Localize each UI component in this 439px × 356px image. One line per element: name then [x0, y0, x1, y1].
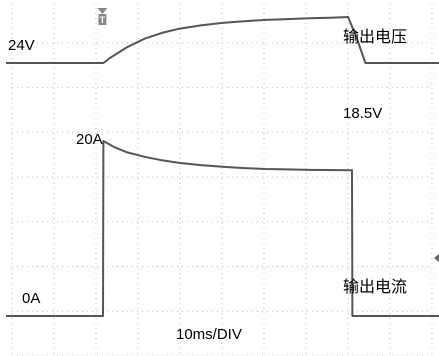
current-zero-label: 0A — [22, 290, 40, 307]
current-series-label: 输出电流 — [343, 278, 407, 296]
voltage-low-label: 18.5V — [343, 105, 382, 122]
voltage-trace — [6, 16, 439, 64]
trigger-arrow-icon — [97, 8, 108, 14]
trigger-marker-box — [98, 14, 107, 25]
grid — [11, 0, 433, 356]
current-peak-label: 20A — [76, 131, 103, 148]
traces — [6, 16, 439, 317]
voltage-series-label: 输出电压 — [343, 28, 407, 46]
level-pointer-icon — [434, 254, 439, 262]
markers: T — [97, 8, 439, 262]
voltage-high-label: 24V — [8, 37, 35, 54]
trigger-marker-label: T — [100, 15, 106, 25]
timebase-label: 10ms/DIV — [176, 326, 242, 343]
current-trace — [6, 140, 439, 317]
